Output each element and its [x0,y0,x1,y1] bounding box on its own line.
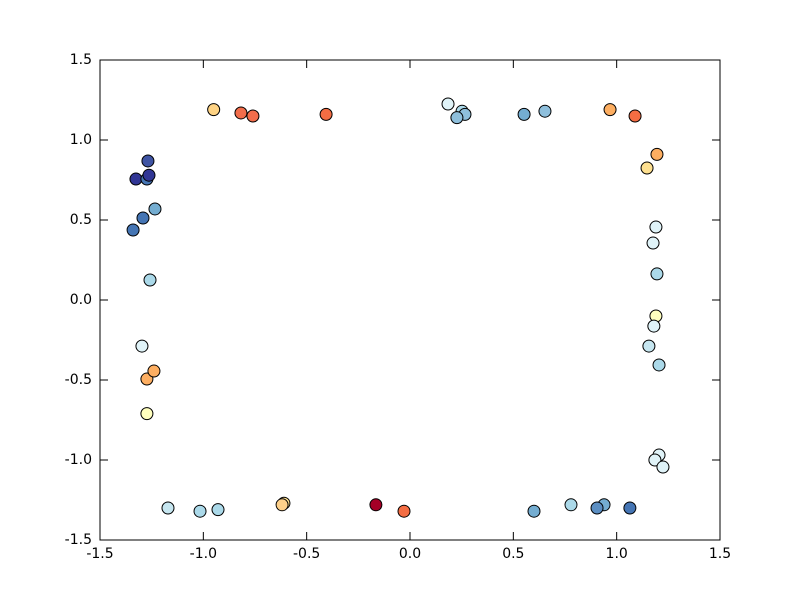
x-tick-label: -0.5 [293,546,320,562]
x-tick-label: 1.0 [606,546,628,562]
point [148,202,162,216]
y-tick-label: -0.5 [65,372,92,388]
point [141,154,155,168]
point [246,109,260,123]
point [650,267,664,281]
y-tick-label: -1.5 [65,532,92,548]
point [143,273,157,287]
point [650,147,664,161]
point [649,220,663,234]
point [603,103,617,117]
point [628,109,642,123]
point [590,501,604,515]
point [234,106,248,120]
y-tick-label: 1.5 [70,52,92,68]
x-tick-label: 0.0 [399,546,421,562]
x-tick-label: -1.0 [190,546,217,562]
y-tick-label: 0.5 [70,212,92,228]
y-tick-label: 0.0 [70,292,92,308]
plot-frame [99,59,721,541]
point [647,319,661,333]
point [147,364,161,378]
point [135,339,149,353]
point [136,211,150,225]
point [623,501,637,515]
x-tick-label: 1.5 [709,546,731,562]
point [369,498,383,512]
x-tick-label: 0.5 [502,546,524,562]
point [642,339,656,353]
point [656,460,670,474]
point [640,161,654,175]
point [211,503,225,517]
point [193,504,207,518]
point [564,498,578,512]
point [207,103,221,117]
point [319,107,333,121]
x-tick-label: -1.5 [86,546,113,562]
point [129,172,143,186]
point [527,504,541,518]
point [652,358,666,372]
point [441,97,455,111]
point [397,504,411,518]
point [126,223,140,237]
point [140,407,154,421]
point [646,236,660,250]
point [142,168,156,182]
point [275,498,289,512]
point [517,107,531,121]
y-tick-label: 1.0 [70,132,92,148]
point [450,111,464,125]
point [538,104,552,118]
point [161,501,175,515]
y-tick-label: -1.0 [65,452,92,468]
